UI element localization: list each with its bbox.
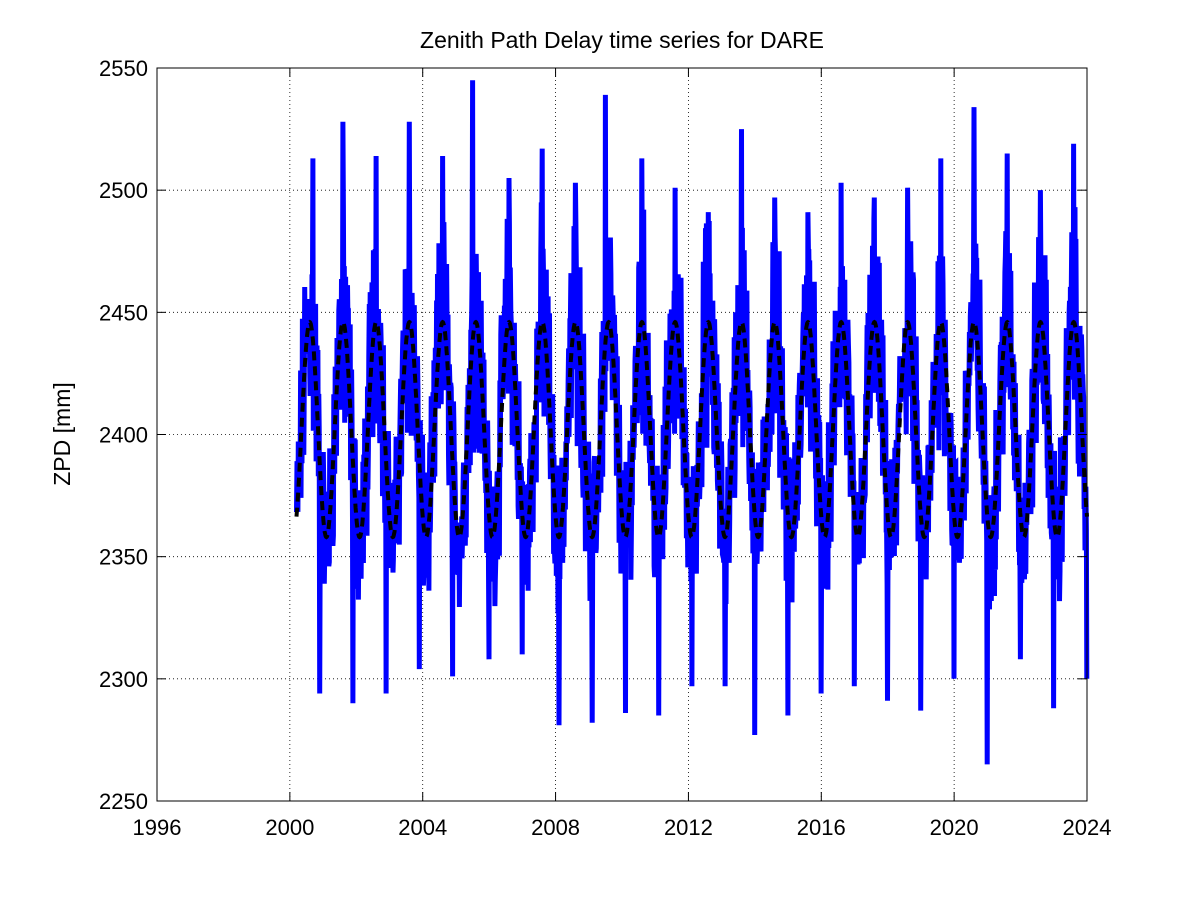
x-tick-label: 2016 <box>797 815 846 840</box>
y-tick-label: 2500 <box>99 178 148 203</box>
x-tick-label: 2004 <box>398 815 447 840</box>
y-tick-labels: 2250 2300 2350 2400 2450 2500 2550 <box>99 56 148 814</box>
x-tick-labels: 1996 2000 2004 2008 2012 2016 2020 2024 <box>133 815 1112 840</box>
x-tick-label: 2008 <box>531 815 580 840</box>
x-tick-label: 2024 <box>1063 815 1112 840</box>
x-tick-label: 2020 <box>930 815 979 840</box>
x-tick-label: 2012 <box>664 815 713 840</box>
y-tick-label: 2300 <box>99 667 148 692</box>
y-tick-label: 2450 <box>99 300 148 325</box>
axis-ticks <box>156 67 1088 802</box>
y-tick-label: 2250 <box>99 789 148 814</box>
model-line <box>294 319 1089 540</box>
y-tick-label: 2350 <box>99 545 148 570</box>
x-tick-label: 2000 <box>265 815 314 840</box>
y-axis-label: ZPD [mm] <box>49 382 75 486</box>
x-tick-label: 1996 <box>133 815 182 840</box>
seasonal-model-series <box>294 319 1089 540</box>
y-tick-label: 2400 <box>99 423 148 448</box>
y-tick-label: 2550 <box>99 56 148 81</box>
chart-title: Zenith Path Delay time series for DARE <box>420 27 824 53</box>
